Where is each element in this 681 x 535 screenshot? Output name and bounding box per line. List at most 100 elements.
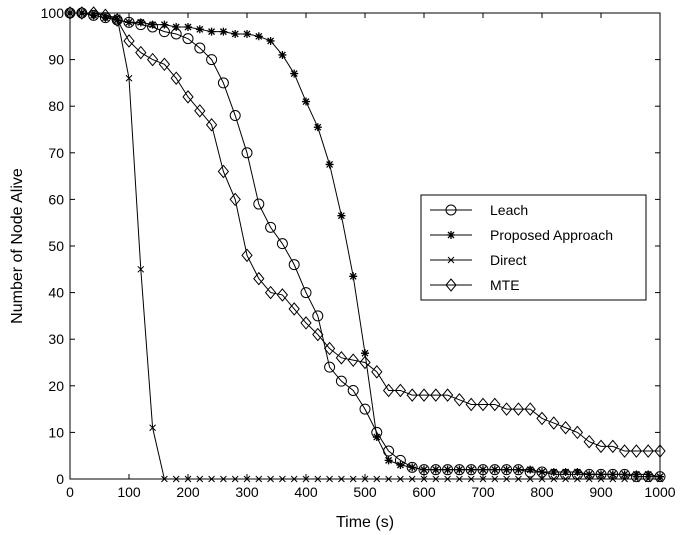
- data-point: [290, 69, 299, 78]
- y-tick-label: 0: [56, 471, 64, 487]
- data-point: [276, 288, 289, 302]
- data-point: [536, 411, 548, 426]
- data-point: [161, 475, 168, 483]
- data-point: [430, 388, 442, 402]
- x-axis: 0 100 200 300 400 500 600 700 800 900 1000: [66, 13, 676, 500]
- data-point: [618, 444, 631, 458]
- data-point: [491, 475, 499, 483]
- data-point: [267, 475, 274, 483]
- legend-label: Leach: [490, 202, 528, 218]
- data-point: [408, 463, 417, 472]
- data-point: [372, 433, 381, 442]
- data-point: [89, 11, 98, 20]
- data-point: [559, 420, 572, 435]
- data-point: [229, 192, 241, 207]
- data-point: [208, 475, 215, 483]
- data-point: [431, 465, 440, 474]
- data-point: [441, 388, 454, 402]
- data-point: [314, 475, 322, 483]
- legend-entry: Leach: [430, 202, 528, 218]
- data-point: [99, 8, 112, 23]
- legend-entry: MTE: [430, 277, 520, 293]
- data-point: [453, 392, 466, 407]
- series-mte: [64, 6, 666, 458]
- series-direct: [66, 9, 664, 483]
- data-point: [76, 6, 88, 20]
- data-point: [335, 351, 348, 365]
- data-point: [136, 18, 145, 27]
- data-point: [608, 470, 617, 479]
- data-point: [64, 6, 76, 20]
- data-point: [489, 397, 501, 412]
- y-tick-label: 70: [48, 145, 64, 161]
- data-point: [312, 310, 324, 322]
- data-point: [642, 444, 654, 458]
- data-point: [182, 33, 194, 45]
- data-point: [219, 27, 228, 36]
- data-point: [397, 475, 404, 483]
- data-point: [432, 475, 440, 483]
- x-axis-label: Time (s): [336, 514, 394, 531]
- data-point: [502, 465, 511, 474]
- data-point: [630, 444, 643, 458]
- data-point: [313, 123, 322, 132]
- data-point: [620, 470, 629, 479]
- y-tick-label: 40: [48, 285, 64, 301]
- legend: Leach Proposed Approach Direct MTE: [420, 194, 647, 301]
- legend-box: [420, 194, 647, 301]
- data-point: [467, 465, 476, 474]
- data-point: [515, 475, 522, 483]
- data-point: [220, 475, 227, 483]
- data-point: [194, 104, 206, 118]
- data-point: [241, 248, 253, 263]
- data-point: [111, 13, 123, 27]
- data-point: [633, 475, 640, 483]
- data-point: [524, 402, 536, 416]
- data-point: [347, 353, 359, 367]
- data-point: [172, 475, 180, 483]
- data-point: [573, 468, 582, 477]
- series-line: [70, 12, 660, 478]
- data-point: [172, 22, 181, 31]
- data-point: [621, 475, 628, 483]
- data-point: [359, 355, 371, 370]
- data-point: [195, 25, 204, 34]
- x-tick-label: 600: [412, 484, 436, 500]
- data-point: [290, 475, 298, 483]
- data-point: [654, 471, 666, 483]
- data-point: [538, 468, 546, 477]
- data-point: [503, 475, 510, 483]
- x-tick-label: 100: [117, 484, 141, 500]
- data-point: [382, 383, 395, 398]
- data-point: [632, 470, 641, 479]
- data-point: [125, 18, 133, 27]
- legend-label: Direct: [490, 252, 527, 268]
- data-point: [561, 468, 570, 477]
- data-point: [406, 461, 418, 473]
- data-point: [206, 54, 218, 66]
- data-point: [243, 29, 251, 38]
- data-point: [135, 45, 147, 60]
- data-point: [205, 118, 218, 132]
- data-point: [479, 475, 487, 483]
- data-point: [500, 402, 513, 416]
- legend-entry: Proposed Approach: [430, 227, 613, 243]
- data-point: [609, 475, 617, 483]
- series-layer: [64, 6, 666, 483]
- data-point: [585, 475, 593, 483]
- data-point: [373, 475, 381, 483]
- data-point: [654, 444, 666, 458]
- data-point: [420, 475, 428, 483]
- data-point: [312, 327, 324, 342]
- data-point: [456, 475, 463, 483]
- series-proposed-approach: [66, 9, 664, 481]
- data-point: [526, 475, 534, 483]
- legend-entry: Direct: [430, 252, 527, 268]
- data-point: [266, 36, 275, 45]
- data-point: [217, 77, 229, 89]
- data-point: [385, 475, 392, 483]
- data-point: [526, 465, 535, 474]
- data-point: [574, 475, 581, 483]
- data-point: [455, 465, 464, 474]
- data-point: [359, 403, 371, 415]
